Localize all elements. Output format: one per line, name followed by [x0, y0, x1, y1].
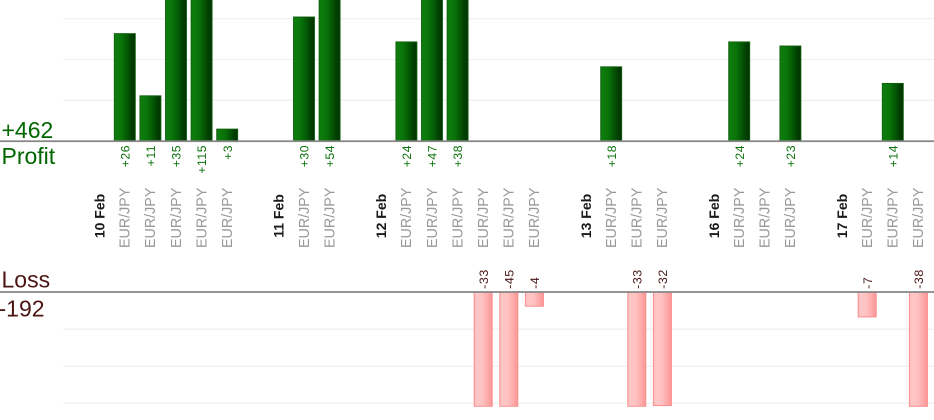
svg-text:+38: +38 [451, 145, 465, 167]
svg-text:EUR/JPY: EUR/JPY [194, 187, 210, 248]
svg-text:17 Feb: 17 Feb [834, 194, 850, 238]
svg-text:+47: +47 [426, 145, 440, 167]
svg-text:-33: -33 [630, 269, 644, 289]
svg-text:EUR/JPY: EUR/JPY [604, 187, 620, 248]
svg-text:+23: +23 [784, 145, 798, 167]
svg-text:EUR/JPY: EUR/JPY [297, 187, 313, 248]
svg-text:-7: -7 [861, 277, 875, 289]
svg-text:-32: -32 [656, 269, 670, 289]
svg-text:EUR/JPY: EUR/JPY [886, 187, 902, 248]
svg-text:EUR/JPY: EUR/JPY [425, 187, 441, 248]
svg-text:+54: +54 [323, 145, 337, 167]
svg-text:EUR/JPY: EUR/JPY [783, 187, 799, 248]
svg-text:Profit: Profit [2, 143, 56, 169]
svg-text:EUR/JPY: EUR/JPY [655, 187, 671, 248]
svg-text:EUR/JPY: EUR/JPY [322, 187, 338, 248]
svg-text:EUR/JPY: EUR/JPY [630, 187, 646, 248]
svg-text:-38: -38 [912, 269, 926, 289]
svg-text:EUR/JPY: EUR/JPY [399, 187, 415, 248]
svg-text:+115: +115 [195, 145, 209, 174]
svg-text:+26: +26 [118, 145, 132, 167]
svg-text:+18: +18 [605, 145, 619, 167]
svg-text:EUR/JPY: EUR/JPY [732, 187, 748, 248]
svg-text:12 Feb: 12 Feb [373, 194, 389, 238]
svg-text:EUR/JPY: EUR/JPY [502, 187, 518, 248]
svg-text:-192: -192 [0, 296, 45, 322]
svg-text:-4: -4 [528, 277, 542, 289]
svg-text:10 Feb: 10 Feb [91, 194, 107, 238]
svg-text:16 Feb: 16 Feb [706, 194, 722, 238]
svg-text:+35: +35 [170, 145, 184, 167]
svg-text:EUR/JPY: EUR/JPY [911, 187, 927, 248]
svg-text:+24: +24 [400, 145, 414, 167]
svg-text:+24: +24 [733, 145, 747, 167]
svg-text:EUR/JPY: EUR/JPY [758, 187, 774, 248]
svg-text:EUR/JPY: EUR/JPY [169, 187, 185, 248]
svg-text:EUR/JPY: EUR/JPY [220, 187, 236, 248]
svg-text:EUR/JPY: EUR/JPY [143, 187, 159, 248]
svg-text:+3: +3 [221, 145, 235, 160]
svg-text:EUR/JPY: EUR/JPY [450, 187, 466, 248]
svg-text:+30: +30 [298, 145, 312, 167]
svg-text:-45: -45 [502, 269, 516, 289]
svg-text:+14: +14 [886, 145, 900, 167]
svg-text:+11: +11 [144, 145, 158, 167]
svg-text:Loss: Loss [2, 266, 51, 292]
svg-text:EUR/JPY: EUR/JPY [527, 187, 543, 248]
svg-text:EUR/JPY: EUR/JPY [476, 187, 492, 248]
svg-text:EUR/JPY: EUR/JPY [118, 187, 134, 248]
svg-text:-33: -33 [477, 269, 491, 289]
svg-text:EUR/JPY: EUR/JPY [860, 187, 876, 248]
svg-text:+462: +462 [2, 117, 54, 143]
svg-text:13 Feb: 13 Feb [578, 194, 594, 238]
svg-text:11 Feb: 11 Feb [271, 194, 287, 238]
